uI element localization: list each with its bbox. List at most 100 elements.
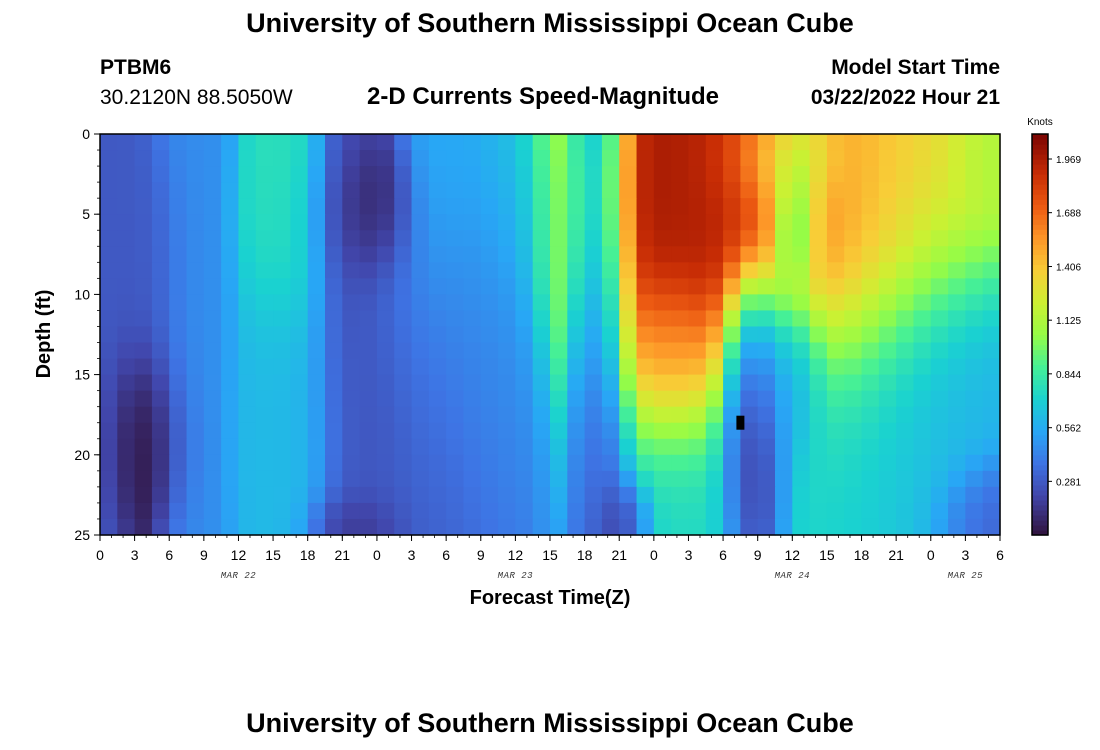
colorbar-segment [1032,149,1048,155]
heatmap-cell [550,262,568,279]
heatmap-cell [359,198,378,215]
heatmap-cell [740,518,759,536]
heatmap-cell [134,438,153,456]
heatmap-cell [238,230,257,247]
heatmap-cell [896,166,915,183]
heatmap-cell [757,310,776,328]
heatmap-cell [705,390,724,408]
heatmap-cell [186,310,205,328]
heatmap-cell [203,518,222,536]
heatmap-cell [394,326,413,344]
heatmap-cell [930,342,949,360]
heatmap-cell [376,134,395,151]
heatmap-cell [671,470,690,488]
colorbar-segment [1032,179,1048,185]
heatmap-cell [619,310,638,328]
heatmap-cell [290,390,309,408]
heatmap-cell [757,182,776,199]
heatmap-cell [186,246,205,263]
x-tick-label: 6 [719,547,727,563]
heatmap-cell [359,150,378,167]
heatmap-cell [896,390,915,408]
heatmap-cell [948,470,966,488]
heatmap-cell [601,166,620,183]
heatmap-cell [826,134,845,151]
heatmap-cell [290,150,309,167]
heatmap-cell [480,198,499,215]
heatmap-cell [411,134,430,151]
heatmap-cell [255,310,274,328]
heatmap-cell [221,486,240,504]
heatmap-cell [151,214,170,231]
heatmap-cell [584,246,603,263]
heatmap-cell [480,150,499,167]
heatmap-cell [809,310,828,328]
colorbar-segment [1032,354,1048,361]
heatmap-cell [601,230,620,247]
heatmap-cell [861,390,880,408]
heatmap-cell [203,422,222,440]
heatmap-cell [861,518,880,536]
y-tick-label: 25 [74,527,90,543]
day-label: MAR 25 [948,571,984,581]
heatmap-cell [428,262,447,279]
heatmap-cell [221,358,240,376]
heatmap-cell [376,326,395,344]
heatmap-cell [878,486,897,504]
heatmap-cell [307,198,326,215]
heatmap-cell [757,246,776,263]
heatmap-cell [255,214,274,231]
colorbar-segment [1032,264,1048,270]
x-tick-label: 12 [231,547,247,563]
heatmap-cell [203,358,222,376]
heatmap-cell [307,422,326,440]
heatmap-cell [290,246,309,263]
heatmap-cell [238,486,257,504]
heatmap-cell [930,454,949,472]
heatmap-cell [688,390,707,408]
heatmap-cell [913,518,932,536]
colorbar-segment [1032,519,1048,526]
heatmap-cell [186,390,205,408]
heatmap-cell [653,374,672,392]
heatmap-cell [498,518,516,536]
heatmap-cell [169,486,188,504]
heatmap-cell [151,246,170,263]
colorbar-segment [1032,499,1048,506]
heatmap-cell [428,182,447,199]
heatmap-cell [394,358,413,376]
heatmap-cell [636,278,655,295]
heatmap-cell [238,438,257,456]
heatmap-cell [394,454,413,472]
heatmap-cell [290,502,309,520]
heatmap-cell [394,230,413,247]
heatmap-cell [619,166,638,183]
heatmap-cell [463,374,482,392]
heatmap-cell [515,134,534,151]
heatmap-cell [273,150,291,167]
heatmap-cell [653,438,672,456]
heatmap-cell [325,342,343,360]
heatmap-cell [307,310,326,328]
heatmap-cell [792,390,811,408]
heatmap-cell [913,246,932,263]
heatmap-cell [688,246,707,263]
heatmap-cell [826,358,845,376]
heatmap-cell [705,214,724,231]
heatmap-cell [428,134,447,151]
heatmap-cell [394,182,413,199]
heatmap-cell [809,454,828,472]
x-tick-label: 6 [996,547,1004,563]
heatmap-cell [636,134,655,151]
heatmap-cell [428,294,447,312]
heatmap-cell [100,230,118,247]
heatmap-cell [221,470,240,488]
y-tick-label: 15 [74,367,90,383]
heatmap-cell [965,374,984,392]
heatmap-cell [290,406,309,424]
heatmap-cell [428,230,447,247]
heatmap-cell [601,358,620,376]
heatmap-cell [480,502,499,520]
heatmap-cell [134,230,153,247]
heatmap-cell [411,422,430,440]
